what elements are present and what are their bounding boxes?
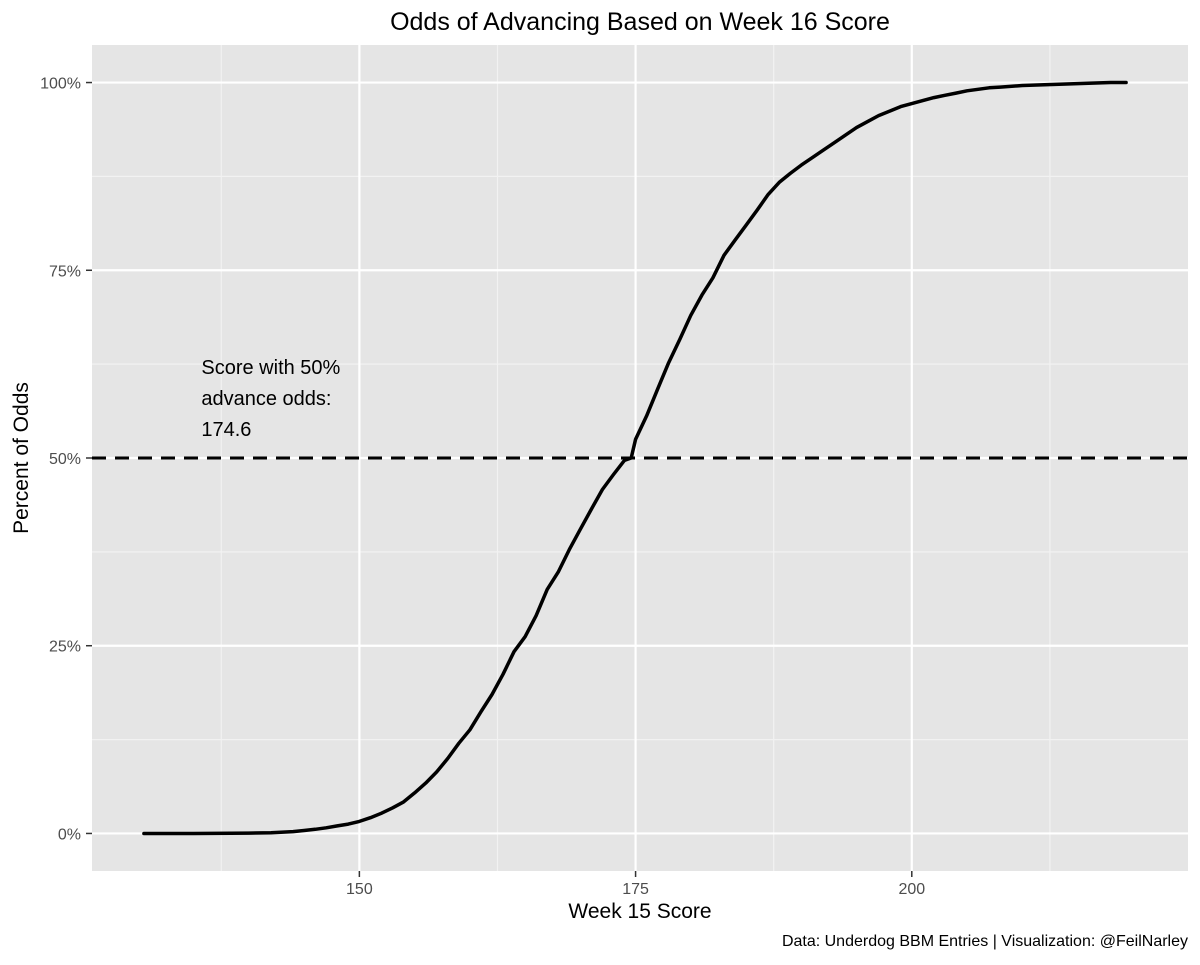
x-tick-label: 175 — [622, 881, 649, 898]
y-tick-label: 25% — [49, 639, 81, 656]
series-group — [142, 80, 1128, 836]
grid-major-lines — [92, 45, 1188, 871]
chart-title: Odds of Advancing Based on Week 16 Score — [390, 8, 890, 36]
series-line — [142, 80, 1128, 836]
y-axis: 0% 25% 50% 75% 100% — [40, 76, 92, 843]
annotation-line: advance odds: — [201, 388, 331, 410]
x-tick-label: 200 — [898, 881, 925, 898]
x-axis: 150 175 200 — [346, 871, 925, 898]
y-tick-label: 100% — [40, 76, 81, 93]
annotation-line: 174.6 — [201, 419, 251, 441]
y-axis-label: Percent of Odds — [10, 382, 33, 534]
y-tick-label: 50% — [49, 451, 81, 468]
x-tick-label: 150 — [346, 881, 373, 898]
annotation: Score with 50% advance odds: 174.6 — [201, 357, 340, 441]
y-tick-label: 0% — [58, 826, 81, 843]
x-axis-label: Week 15 Score — [568, 900, 711, 923]
annotation-line: Score with 50% — [201, 357, 340, 379]
caption: Data: Underdog BBM Entries | Visualizati… — [782, 933, 1188, 950]
y-tick-label: 75% — [49, 263, 81, 280]
